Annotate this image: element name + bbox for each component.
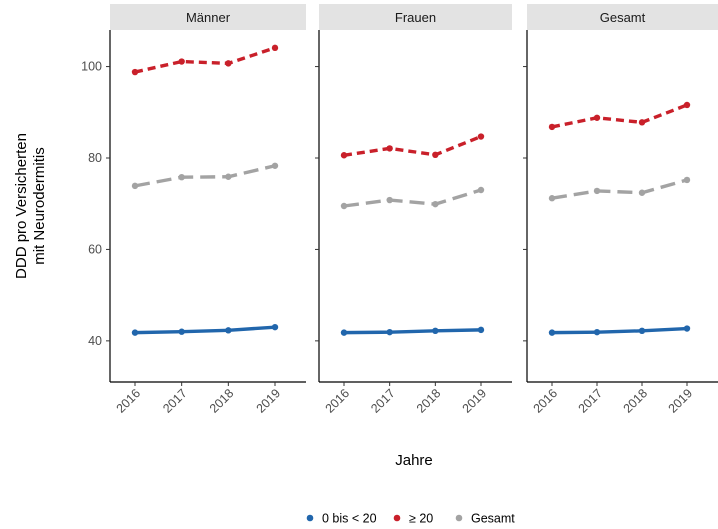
data-point-0-bis-lt-20-2017 [386,328,393,336]
y-axis-title-line: mit Neurodermitis [31,147,48,265]
y-axis-title-line: DDD pro Versicherten [13,133,30,279]
data-point-gesamt-2017 [386,196,393,204]
data-point-0-bis-lt-20-2017 [593,328,601,336]
data-point-ge-20-2016 [340,152,348,159]
facet-strip [319,4,512,30]
y-tick-label: 100 [81,60,102,74]
legend-label-ge-20: ≥ 20 [409,512,433,526]
data-point-gesamt-2018 [638,189,646,196]
data-point-0-bis-lt-20-2018 [432,327,439,334]
series-line-gesamt [551,178,688,200]
data-point-0-bis-lt-20-2019 [477,326,485,334]
data-point-0-bis-lt-20-2018 [638,327,646,334]
data-point-0-bis-lt-20-2019 [683,325,691,332]
facet-strip [110,4,306,30]
series-line-0-bis-lt-20 [551,326,688,335]
data-point-ge-20-2018 [432,151,439,158]
series-line-ge-20 [343,134,482,157]
x-tick-label: 2017 [160,386,190,416]
data-point-0-bis-lt-20-2019 [271,323,279,331]
data-point-ge-20-2016 [548,123,556,131]
data-point-gesamt-2019 [271,162,279,169]
data-point-ge-20-2019 [683,101,691,109]
data-point-0-bis-lt-20-2016 [340,329,348,336]
data-point-ge-20-2017 [593,114,601,121]
y-tick-label: 40 [88,334,102,348]
data-point-gesamt-2017 [178,174,185,181]
data-point-ge-20-2017 [178,58,185,65]
x-tick-label: 2018 [414,386,444,416]
data-point-ge-20-2018 [638,119,646,126]
series-line-ge-20 [134,46,276,74]
legend-label-gesamt: Gesamt [471,512,515,526]
legend-marker-gesamt [455,514,463,522]
data-point-0-bis-lt-20-2016 [131,329,139,336]
data-point-ge-20-2019 [271,44,279,52]
legend-marker-0-bis-lt-20 [306,514,314,522]
data-point-gesamt-2018 [225,173,232,180]
series-line-gesamt [134,164,276,188]
facet-label: Gesamt [600,10,646,25]
y-axis-title: DDD pro Versichertenmit Neurodermitis [13,133,48,279]
x-tick-label: 2018 [621,386,651,416]
legend: 0 bis < 20 ≥ 20 Gesamt [306,512,515,526]
x-tick-label: 2016 [114,386,144,416]
series-line-0-bis-lt-20 [343,328,482,335]
panel-gesamt: Gesamt 2016 2017 2018 2019 [523,4,718,416]
x-tick-label: 2019 [460,386,490,416]
data-point-ge-20-2019 [477,133,485,140]
facet-label: Frauen [395,10,436,25]
series-line-gesamt [343,188,482,208]
data-point-0-bis-lt-20-2018 [225,327,232,334]
data-point-gesamt-2016 [131,182,139,190]
x-tick-label: 2017 [576,386,606,416]
x-tick-label: 2019 [666,386,696,416]
data-point-gesamt-2019 [477,186,485,194]
x-tick-label: 2018 [207,386,237,416]
data-point-0-bis-lt-20-2017 [178,328,185,335]
panel-maenner: Männer 40 60 80 100 2016 2017 2018 2019 [81,4,306,416]
legend-label-0-bis-lt-20: 0 bis < 20 [322,512,377,526]
data-point-ge-20-2017 [386,145,393,152]
data-point-gesamt-2016 [340,202,348,210]
y-tick-label: 60 [88,242,102,256]
data-point-gesamt-2017 [593,187,601,195]
data-point-ge-20-2016 [131,68,139,76]
legend-marker-ge-20 [393,514,401,522]
data-point-gesamt-2019 [683,176,691,184]
x-tick-label: 2019 [254,386,284,416]
series-line-0-bis-lt-20 [134,325,276,335]
data-point-gesamt-2018 [432,200,439,208]
facet-label: Männer [186,10,231,25]
data-point-ge-20-2018 [225,60,232,67]
y-tick-label: 80 [88,151,102,165]
series-line-ge-20 [551,103,688,129]
x-tick-label: 2016 [531,386,561,416]
x-axis-title: Jahre [395,452,433,469]
facet-strip [527,4,718,30]
panel-frauen: Frauen 2016 2017 2018 2019 [315,4,512,416]
data-point-0-bis-lt-20-2016 [548,329,556,336]
x-tick-label: 2017 [368,386,398,416]
data-point-gesamt-2016 [548,195,556,202]
x-tick-label: 2016 [323,386,353,416]
